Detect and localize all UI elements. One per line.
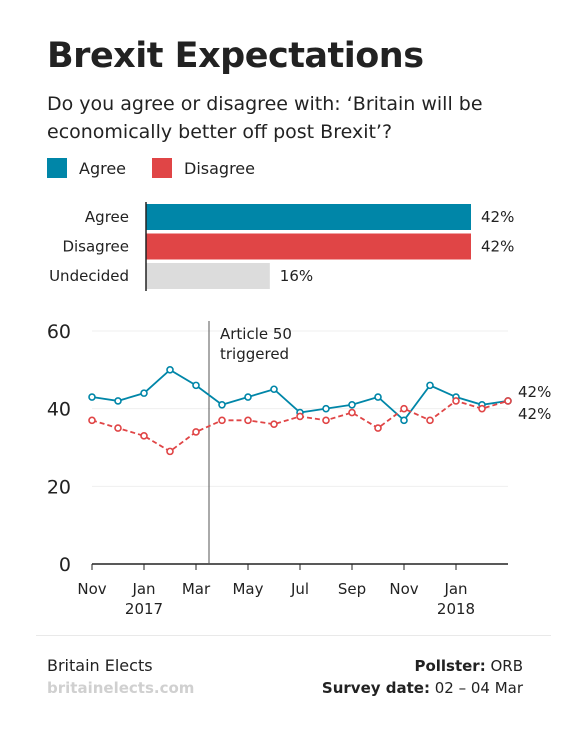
end-label-agree: 42% <box>518 383 551 401</box>
x-tick-label: Nov <box>77 580 106 598</box>
data-point-disagree <box>322 416 330 425</box>
y-tick-label: 20 <box>47 476 71 498</box>
x-tick-label: Sep <box>338 580 366 598</box>
bar-value-label: 42% <box>481 238 514 256</box>
survey-date-line: Survey date: 02 – 04 Mar <box>322 677 523 699</box>
data-point-disagree <box>426 416 434 425</box>
footer-meta-block: Pollster: ORB Survey date: 02 – 04 Mar <box>322 655 523 699</box>
data-point-agree <box>348 400 356 409</box>
data-point-disagree <box>478 404 486 413</box>
survey-date-label: Survey date: <box>321 679 430 697</box>
legend-label-disagree: Disagree <box>184 158 255 178</box>
x-tick-label: Jan <box>443 580 467 598</box>
data-point-agree <box>114 397 122 405</box>
y-tick-label: 60 <box>47 321 71 343</box>
survey-date-value: 02 – 04 Mar <box>429 679 523 697</box>
annotation-label: triggered <box>220 345 289 363</box>
data-point-disagree <box>348 408 356 417</box>
x-tick-year-label: 2018 <box>437 600 475 618</box>
data-point-agree <box>88 393 96 401</box>
pollster-value: ORB <box>485 657 523 675</box>
legend-item-agree: Agree <box>47 158 126 178</box>
data-point-disagree <box>114 424 122 432</box>
footer-source-block: Britain Elects britainelects.com <box>47 655 194 699</box>
charts-canvas: Agree 42% Disagree 42% Undecided 16% 0 20 40 60 No… <box>47 202 551 618</box>
x-tick-label: Jul <box>290 580 309 598</box>
bar-agree <box>146 204 471 230</box>
x-tick-label: Jan <box>131 580 155 598</box>
chart-title: Brexit Expectations <box>47 36 424 76</box>
data-point-agree <box>374 393 382 401</box>
data-point-disagree <box>374 424 382 432</box>
data-point-disagree <box>504 397 512 405</box>
bar-category-label: Disagree <box>62 238 129 256</box>
data-point-disagree <box>270 420 278 429</box>
data-point-agree <box>322 404 330 413</box>
pollster-line: Pollster: ORB <box>322 655 523 677</box>
source-site: britainelects.com <box>47 679 195 697</box>
data-point-agree <box>244 393 252 401</box>
data-point-agree <box>400 416 408 425</box>
legend: Agree Disagree <box>47 158 255 178</box>
data-point-agree <box>426 381 434 390</box>
legend-swatch-disagree <box>152 158 173 178</box>
data-point-disagree <box>400 404 408 413</box>
data-point-agree <box>166 366 174 374</box>
data-point-disagree <box>88 416 96 425</box>
y-tick-label: 40 <box>47 399 71 421</box>
footer-divider <box>36 635 551 636</box>
bar-category-label: Agree <box>85 208 129 226</box>
legend-item-disagree: Disagree <box>152 158 255 178</box>
data-point-agree <box>140 389 148 397</box>
annotation-label: Article 50 <box>220 325 292 343</box>
y-tick-label: 0 <box>59 554 71 576</box>
x-tick-year-label: 2017 <box>125 600 163 618</box>
data-point-disagree <box>166 447 174 456</box>
bar-undecided <box>146 263 270 289</box>
x-tick-label: Mar <box>182 580 211 598</box>
data-point-disagree <box>192 428 200 436</box>
bar-value-label: 42% <box>481 208 514 226</box>
bar-disagree <box>146 233 471 260</box>
data-point-disagree <box>218 416 226 425</box>
data-point-disagree <box>140 432 148 440</box>
data-point-agree <box>270 385 278 394</box>
bar-category-label: Undecided <box>49 267 129 285</box>
x-tick-label: Nov <box>389 580 418 598</box>
end-label-disagree: 42% <box>518 405 551 423</box>
source-text: Britain Elects <box>47 656 153 675</box>
data-point-disagree <box>244 416 252 425</box>
data-point-agree <box>218 400 226 409</box>
pollster-label: Pollster: <box>414 657 486 675</box>
x-tick-label: May <box>232 580 263 598</box>
data-point-disagree <box>452 397 460 405</box>
data-point-disagree <box>296 412 304 421</box>
chart-subtitle: Do you agree or disagree with: ‘Britain … <box>47 93 483 143</box>
data-point-agree <box>192 381 200 390</box>
legend-swatch-agree <box>47 158 67 178</box>
legend-label-agree: Agree <box>79 158 127 178</box>
bar-value-label: 16% <box>280 267 313 285</box>
